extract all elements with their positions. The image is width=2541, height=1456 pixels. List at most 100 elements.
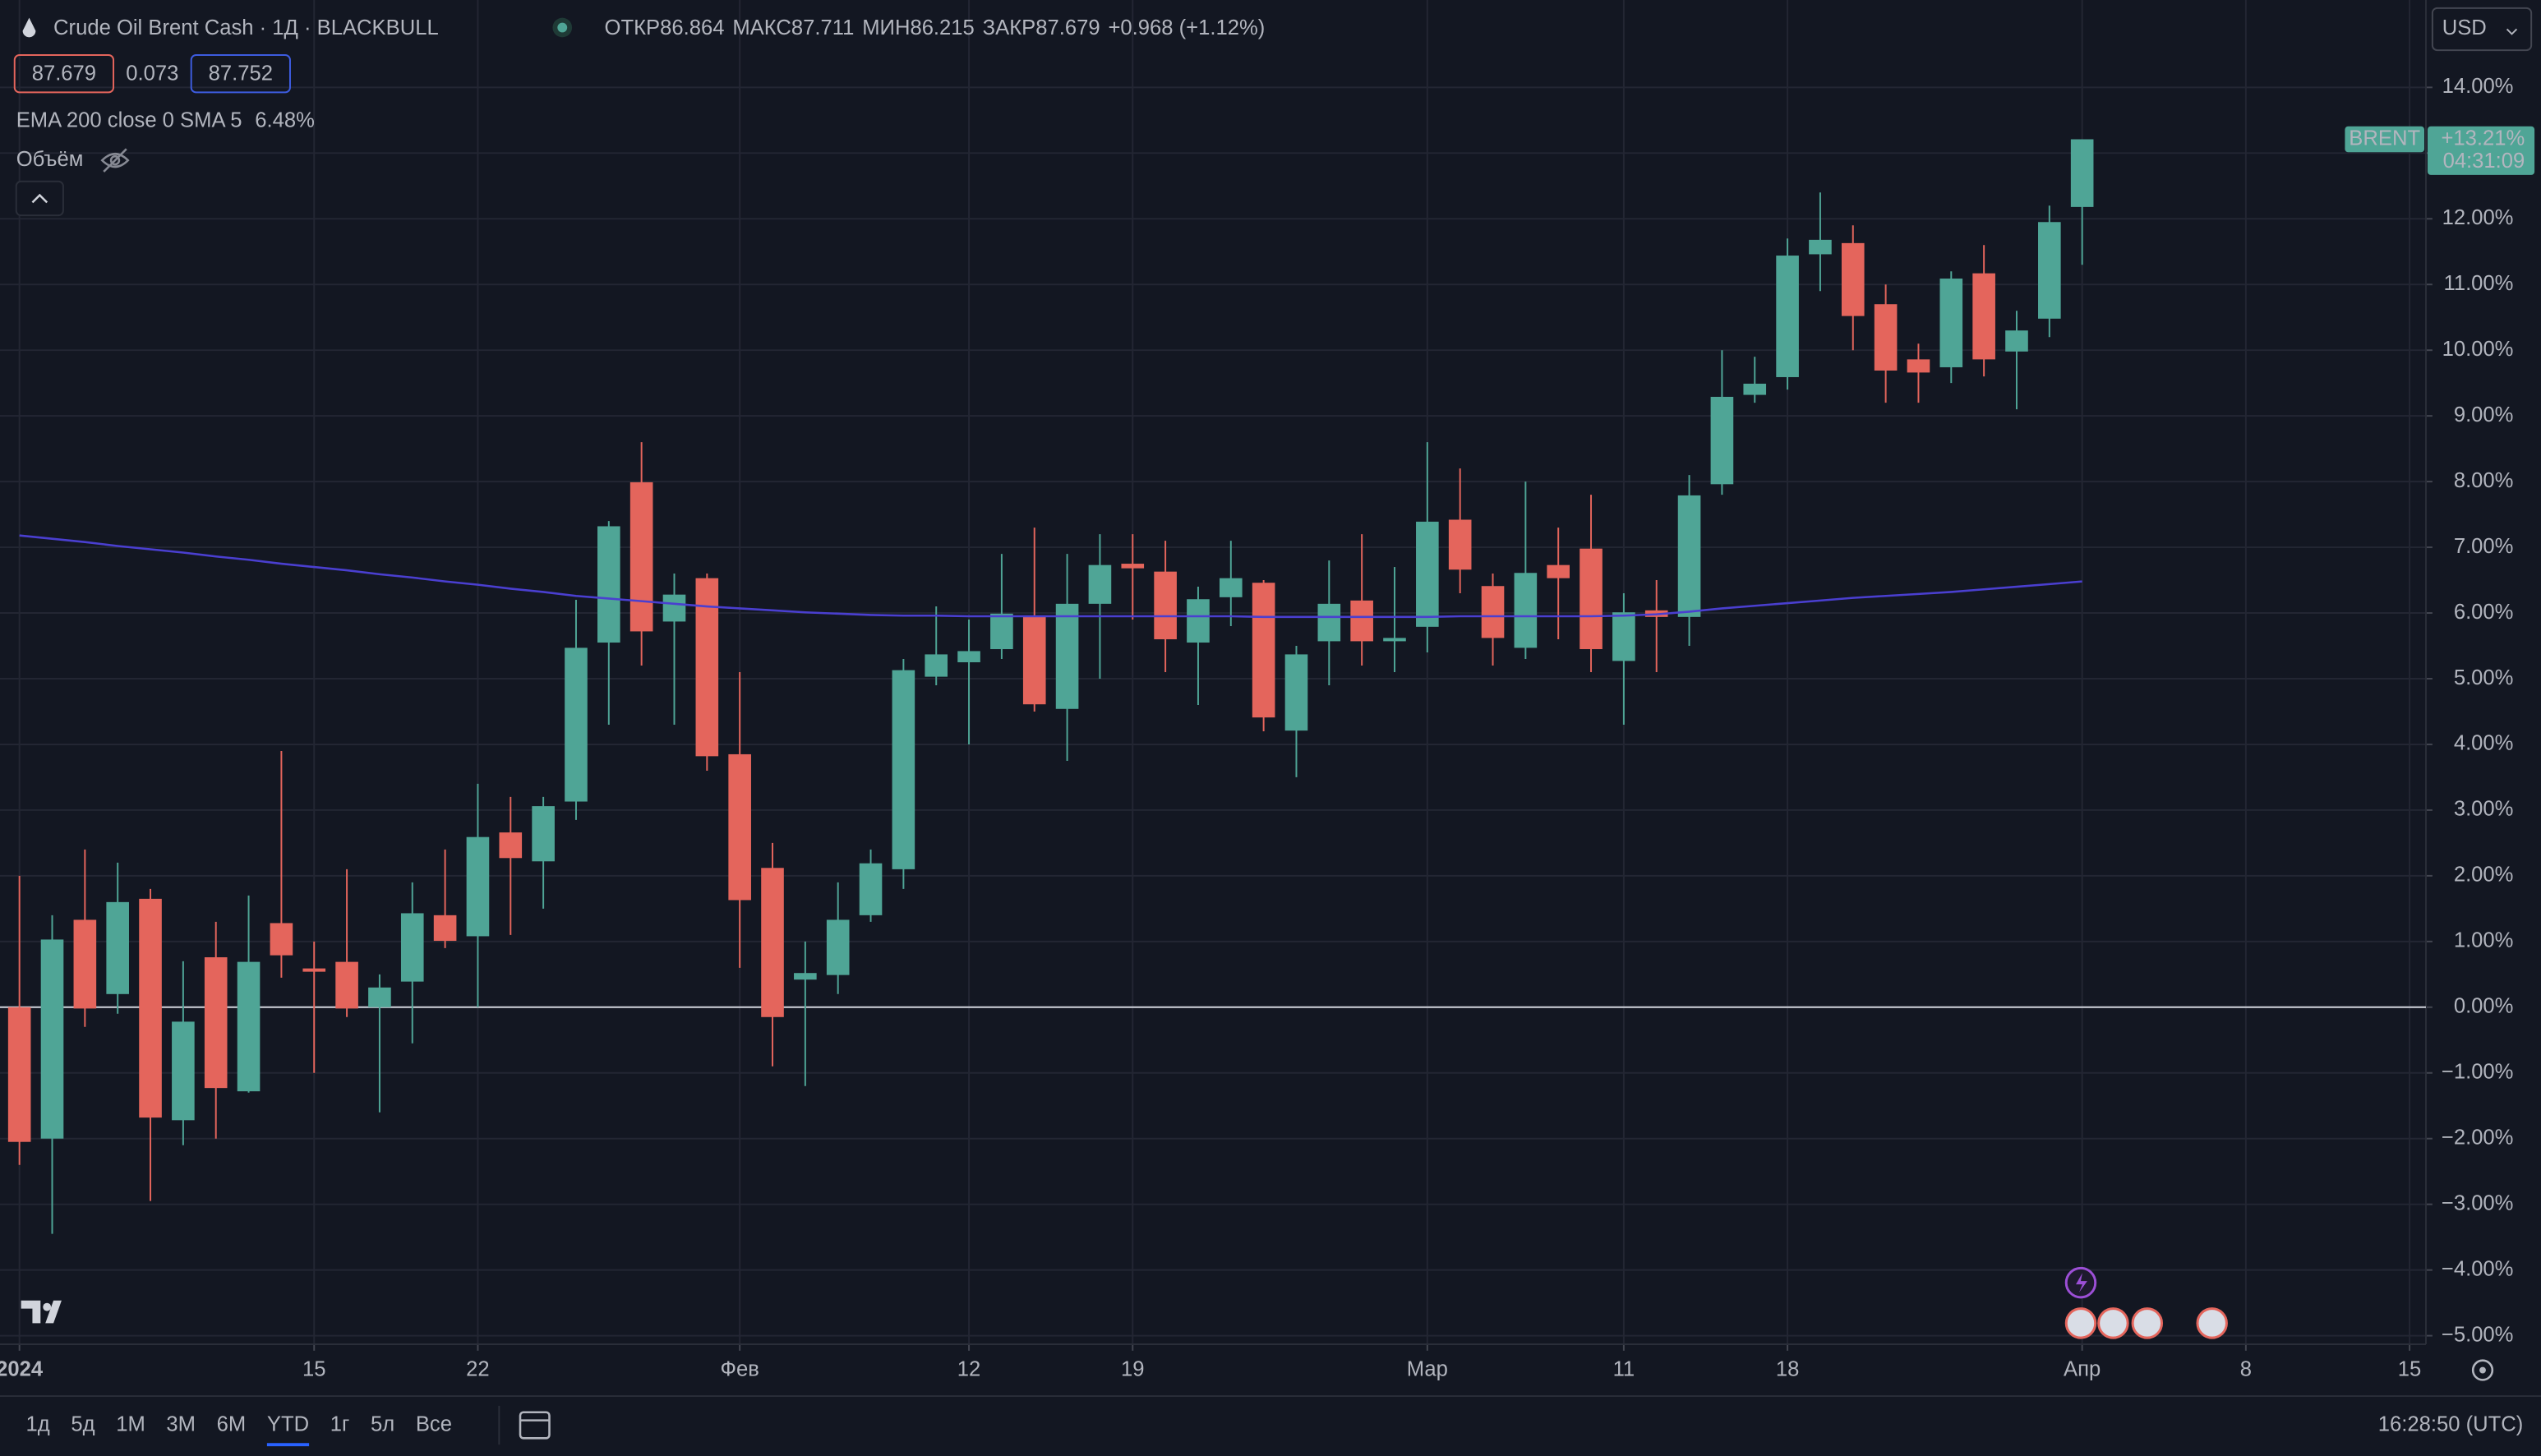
candle-body	[1547, 564, 1570, 578]
flag-event[interactable]	[2196, 1307, 2228, 1339]
ask: 87.752	[209, 62, 273, 85]
candle-body	[1677, 495, 1701, 617]
candle-body	[1612, 612, 1635, 661]
candle-body	[204, 957, 228, 1089]
collapse-chevron	[31, 193, 48, 204]
hidden-eye-icon[interactable]	[100, 148, 130, 173]
candle-body	[1907, 359, 1930, 373]
flag-event[interactable]	[2131, 1307, 2164, 1339]
currency-caret	[2506, 28, 2518, 35]
candle-body	[433, 915, 457, 942]
x-tick-label: 8	[2240, 1357, 2252, 1380]
settings-icon[interactable]	[2471, 1359, 2494, 1381]
candle-body	[859, 863, 883, 915]
candle-body	[1154, 571, 1177, 640]
plot	[0, 139, 2426, 1234]
x-tick-label: Фев	[721, 1357, 759, 1380]
candle-body	[73, 919, 97, 1009]
candle-body	[1939, 279, 1963, 367]
y-tick-label: 1.00%	[2454, 929, 2514, 952]
candle-body	[2005, 330, 2028, 352]
range-button[interactable]: Все	[416, 1412, 452, 1435]
candle-body	[892, 670, 915, 869]
logo-dot	[43, 1302, 52, 1311]
candle-body	[1809, 239, 1832, 255]
x-tick-label: Апр	[2064, 1357, 2101, 1380]
clock[interactable]: 16:28:50 (UTC)	[2378, 1412, 2524, 1435]
price-tag-bg	[2427, 126, 2535, 175]
candle-body	[270, 923, 293, 956]
flag-event[interactable]	[2064, 1307, 2097, 1339]
event-bolt	[2076, 1273, 2087, 1292]
candle-body	[237, 961, 261, 1092]
candle-body	[7, 1007, 31, 1142]
candle-body	[2038, 222, 2061, 319]
y-tick-label: 7.00%	[2454, 535, 2514, 558]
range-button[interactable]: 1М	[116, 1412, 145, 1435]
range-button[interactable]: YTD	[267, 1412, 309, 1435]
candle-body	[1121, 564, 1145, 569]
candle-body	[335, 961, 358, 1009]
ohlc-label: МИН	[862, 16, 910, 39]
indicator-value: 6.48%	[255, 109, 315, 132]
range-button[interactable]: 3М	[166, 1412, 196, 1435]
logo[interactable]	[21, 1300, 62, 1324]
symbol-title[interactable]: Crude Oil Brent Cash · 1Д · BLACKBULL	[53, 16, 439, 39]
candle-body	[1350, 600, 1373, 642]
candle-body	[794, 973, 817, 980]
candle-body	[1874, 304, 1898, 371]
flag-event[interactable]	[2097, 1307, 2129, 1339]
candle-body	[1448, 519, 1472, 570]
candle-body	[761, 868, 784, 1017]
y-tick-label: 5.00%	[2454, 666, 2514, 689]
candle-body	[629, 481, 653, 632]
ask-box[interactable]	[190, 54, 291, 94]
ohlc-label: МАКС	[732, 16, 791, 39]
range-button[interactable]: 5д	[71, 1412, 95, 1435]
ema-line	[19, 534, 2082, 619]
range-button[interactable]: 1д	[26, 1412, 50, 1435]
bid-box[interactable]	[13, 54, 115, 94]
candle-body	[565, 647, 588, 802]
candle-body	[1252, 583, 1275, 718]
ohlc-value: 87.711	[791, 16, 854, 39]
y-tick-label: 3.00%	[2454, 798, 2514, 821]
indicator-name[interactable]: EMA 200 close 0 SMA 5	[16, 109, 242, 132]
currency-select[interactable]	[2431, 7, 2533, 52]
x-tick-label: 12	[957, 1357, 981, 1380]
candle-body	[990, 613, 1013, 650]
candle-body	[1776, 256, 1799, 377]
candle-body	[1088, 564, 1112, 604]
candle-body	[1022, 615, 1046, 705]
candle-body	[1841, 242, 1865, 316]
collapse-button[interactable]	[15, 180, 64, 217]
volume-label[interactable]: Объём	[16, 148, 84, 171]
range-button[interactable]: 1г	[330, 1412, 350, 1435]
status-dot-core	[557, 22, 568, 33]
candle-body	[1055, 603, 1079, 709]
candle-body	[1972, 273, 1995, 360]
bid: 87.679	[32, 62, 96, 85]
y-tick-label: −1.00%	[2442, 1061, 2514, 1084]
range-button[interactable]: 5л	[371, 1412, 394, 1435]
price-tag-value: +13.21%	[2441, 127, 2525, 150]
x-tick-label: 15	[302, 1357, 326, 1380]
candle-body	[1579, 548, 1603, 650]
calendar-icon[interactable]	[519, 1411, 551, 1440]
range-button[interactable]: 6М	[217, 1412, 247, 1435]
y-tick-label: −4.00%	[2442, 1257, 2514, 1280]
candle-body	[1514, 573, 1538, 648]
pupil	[109, 154, 121, 166]
candle-body	[532, 806, 555, 862]
candle-body	[466, 836, 490, 937]
x-tick-label: Мар	[1407, 1357, 1448, 1380]
y-tick-label: 11.00%	[2443, 272, 2513, 295]
ohlc-change: +0.968 (+1.12%)	[1108, 16, 1265, 39]
candle-body	[106, 901, 129, 994]
candle-body	[826, 919, 850, 975]
event-flags[interactable]	[2064, 1307, 2228, 1339]
y-tick-label: 14.00%	[2442, 75, 2514, 98]
